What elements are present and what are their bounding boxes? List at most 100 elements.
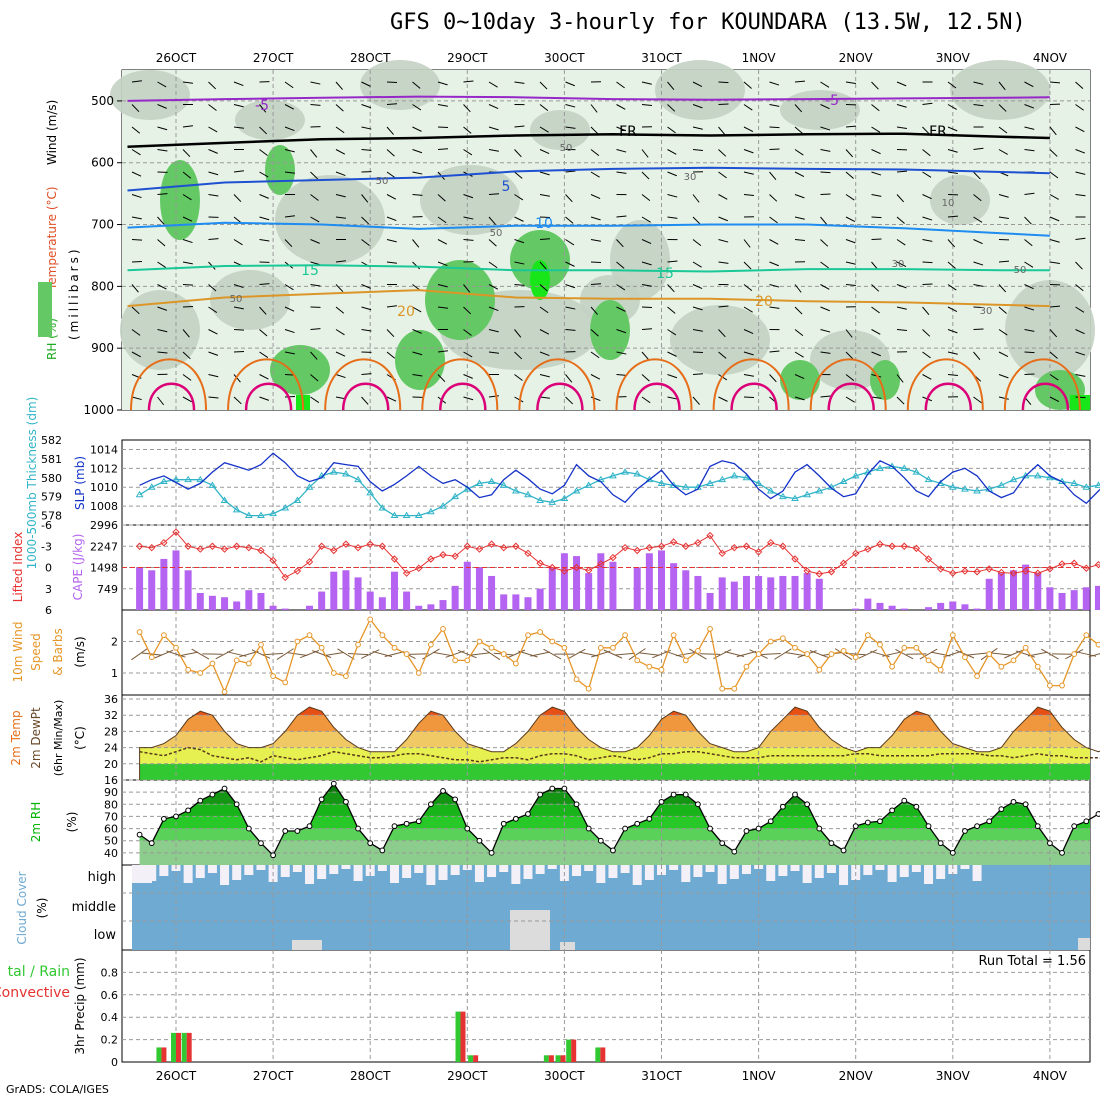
- cloud-gap: [899, 865, 909, 877]
- series-slp: [139, 452, 1100, 505]
- wind-barb: [335, 81, 343, 90]
- wind-barb: [259, 396, 270, 401]
- series-wind10-point: [695, 648, 701, 654]
- cape-bar: [670, 563, 678, 610]
- wind-barb: [284, 126, 295, 132]
- wind-barb: [463, 104, 471, 113]
- cloud-gap: [365, 865, 375, 876]
- series-wind10-point: [270, 673, 277, 680]
- wind-barb: [973, 396, 982, 404]
- thickness-axis-label: 1000-500mb Thickness (dm): [25, 397, 39, 570]
- wind-barb: [896, 170, 908, 173]
- lifted-point: [767, 539, 775, 547]
- wind-barb: [284, 239, 293, 248]
- cloud-gap: [911, 865, 921, 872]
- cloud-level-middle: middle: [72, 900, 116, 915]
- rh-region-moist-8: [780, 90, 860, 130]
- wind-barb: [769, 239, 779, 245]
- series-rh2m-point: [913, 803, 920, 810]
- series-wind10-point: [525, 632, 531, 639]
- wind-barb: [208, 171, 219, 176]
- cape-bar: [888, 605, 896, 610]
- wind10-barb: [591, 650, 611, 658]
- wind-barb: [131, 306, 140, 315]
- wind-barb: [692, 351, 704, 354]
- cloud-gap: [487, 865, 497, 877]
- lifted-point: [354, 543, 362, 552]
- lifted-point: [657, 542, 666, 550]
- wind-barb: [233, 374, 241, 383]
- wind-barb: [208, 149, 218, 154]
- rh-region-humid-4: [590, 300, 630, 360]
- lifted-point: [560, 567, 569, 575]
- wind-barb: [233, 396, 242, 405]
- series-thickness-point: [524, 490, 532, 498]
- cloud-gap: [669, 865, 679, 870]
- wind-barb: [539, 216, 551, 219]
- series-rh2m-point: [270, 852, 277, 859]
- wind-barb: [412, 351, 423, 356]
- wind10-barb: [603, 649, 623, 659]
- wind-barb: [488, 306, 499, 312]
- cloud-gap: [790, 865, 800, 871]
- series-rh2m-point: [695, 801, 701, 808]
- rh-region-moist-2: [360, 60, 440, 110]
- wind-barb: [922, 351, 931, 359]
- wind-barb: [437, 126, 449, 129]
- series-thickness-point: [1033, 471, 1042, 479]
- cape-axis-label-text: CAPE (J/kg): [71, 534, 85, 601]
- cloud-gap: [499, 865, 509, 872]
- wind-barb: [284, 171, 295, 174]
- series-thickness-point: [876, 464, 884, 471]
- wind-barb: [667, 171, 677, 177]
- wind10-barb: [384, 651, 405, 657]
- series-rh2m-point: [707, 825, 713, 832]
- series-rh2m-point: [391, 823, 398, 830]
- cape-bar: [597, 553, 605, 610]
- wind-barb: [820, 395, 831, 398]
- lifted-point: [1094, 560, 1100, 569]
- ytick-slp-thickness-3: 1014: [90, 443, 118, 456]
- series-wind10-point: [1047, 682, 1053, 689]
- wind-barb: [743, 374, 754, 377]
- lifted-markers: [135, 528, 1100, 582]
- lifted-point: [390, 555, 399, 563]
- wind-barb: [208, 306, 218, 313]
- cloud-label-a-text: Cloud Cover: [15, 871, 29, 944]
- wind-barb: [539, 396, 550, 399]
- wind-barb: [692, 373, 704, 375]
- wind-barb: [820, 351, 831, 354]
- wind10-barb: [615, 652, 636, 656]
- series-thickness-point: [269, 509, 277, 517]
- temperature-axis-label: Temperature (°C): [45, 186, 59, 291]
- lifted-axis-label-text: Lifted Index: [11, 532, 25, 603]
- temp-band-3: [139, 715, 1090, 732]
- wind-barb: [896, 261, 907, 267]
- lifted-point: [742, 542, 751, 550]
- wind-barb: [1024, 149, 1035, 152]
- wind-barb: [488, 126, 499, 131]
- cape-bar: [1009, 570, 1017, 610]
- cape-bar: [718, 577, 726, 610]
- lifted-point: [135, 542, 144, 550]
- lifted-point: [912, 544, 921, 553]
- wind10-barb: [919, 648, 938, 660]
- wind-barb: [896, 126, 907, 130]
- wind-barb: [718, 103, 729, 105]
- wind-barb: [182, 305, 194, 308]
- wind-barb: [590, 216, 601, 221]
- wind-barb: [667, 374, 678, 379]
- wind-barb: [896, 329, 907, 332]
- cape-bar: [573, 556, 581, 610]
- series-wind10-point: [403, 651, 410, 657]
- series-rh2m-point: [452, 796, 459, 803]
- lifted-point: [1058, 560, 1066, 568]
- precip-axis-label-text: 3hr Precip (mm): [73, 957, 87, 1054]
- cloud-gap: [960, 865, 970, 869]
- series-rh2m-point: [949, 849, 956, 856]
- wind-barb: [437, 216, 447, 224]
- wind-barb: [998, 104, 1007, 112]
- wind-barb: [157, 149, 168, 152]
- cloud-gap: [717, 865, 727, 884]
- wind-barb: [1049, 305, 1061, 308]
